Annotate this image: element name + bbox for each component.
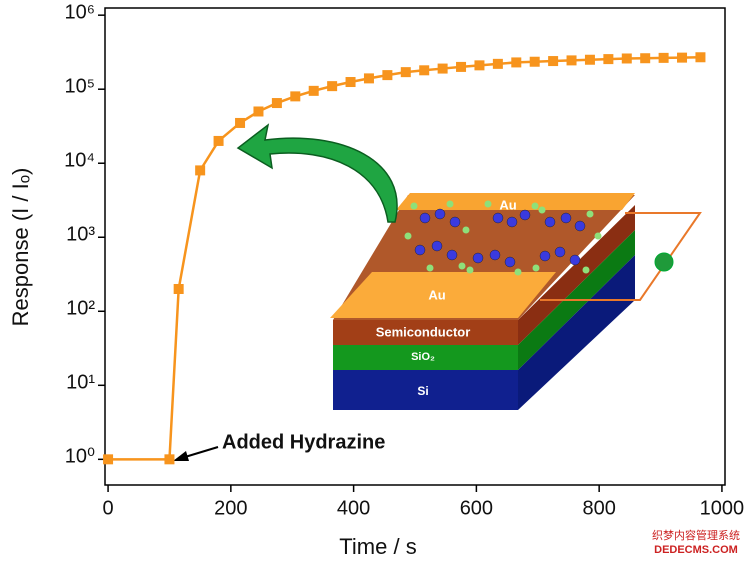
front-si <box>333 370 518 410</box>
data-point <box>382 70 393 81</box>
front-sio2 <box>333 345 518 370</box>
side-semi <box>518 205 635 345</box>
data-point <box>345 77 356 88</box>
data-point <box>327 81 338 92</box>
data-point <box>235 117 246 128</box>
inset-label: Semiconductor <box>376 324 471 339</box>
y-axis-label: Response (I / Iₒ) <box>8 168 33 327</box>
data-point <box>213 135 224 146</box>
au-front <box>330 272 556 318</box>
data-point <box>695 52 706 63</box>
data-point <box>548 56 559 67</box>
data-point <box>529 56 540 67</box>
y-tick-label: 10² <box>66 298 95 320</box>
front-semi <box>333 320 518 345</box>
data-point <box>603 54 614 65</box>
x-tick-label: 400 <box>337 497 370 519</box>
y-tick-label: 10³ <box>66 224 95 246</box>
data-point <box>566 55 577 66</box>
x-tick-label: 800 <box>582 497 615 519</box>
y-tick-label: 10⁵ <box>64 75 95 97</box>
data-point <box>103 454 114 465</box>
green-arrow <box>236 123 398 223</box>
data-point <box>195 165 206 176</box>
y-tick-label: 10⁴ <box>64 150 95 172</box>
data-point <box>173 283 184 294</box>
data-point <box>677 52 688 63</box>
data-point <box>584 54 595 65</box>
molecules <box>414 208 586 268</box>
au-back <box>396 193 635 210</box>
inset-label: Au <box>428 287 445 302</box>
data-point <box>271 98 282 109</box>
watermark: DEDECMS.COM <box>654 544 738 556</box>
data-point <box>437 63 448 74</box>
inset-label: Au <box>499 197 516 212</box>
device-diagram <box>236 123 702 410</box>
x-tick-label: 600 <box>460 497 493 519</box>
annotation-arrow <box>173 446 219 461</box>
y-tick-label: 10¹ <box>66 372 95 394</box>
data-point <box>363 73 374 84</box>
y-tick-label: 10⁰ <box>65 446 95 468</box>
data-point <box>640 53 651 64</box>
x-axis-label: Time / s <box>339 534 416 559</box>
x-tick-label: 0 <box>103 497 114 519</box>
inset-label: Si <box>417 384 428 398</box>
data-point <box>474 60 485 71</box>
data-point <box>658 52 669 63</box>
x-tick-label: 1000 <box>700 497 745 519</box>
data-point <box>253 106 264 117</box>
side-si <box>518 255 635 410</box>
data-point <box>308 85 319 96</box>
watermark: 织梦内容管理系统 <box>652 528 740 542</box>
data-point <box>290 91 301 102</box>
meter <box>654 252 674 272</box>
data-point <box>419 65 430 76</box>
plot-frame <box>104 7 726 486</box>
inset-label: SiO₂ <box>411 351 435 363</box>
data-point <box>456 61 467 72</box>
x-tick-label: 200 <box>214 497 247 519</box>
hydrogens <box>404 200 602 276</box>
data-point <box>164 454 175 465</box>
y-tick-label: 10⁶ <box>65 1 95 23</box>
annotation: Added Hydrazine <box>222 431 385 453</box>
data-point <box>511 57 522 68</box>
data-point <box>492 58 503 69</box>
data-point <box>621 53 632 64</box>
data-point <box>400 67 411 78</box>
